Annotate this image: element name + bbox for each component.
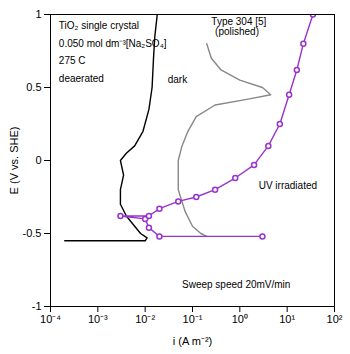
svg-text:10¹: 10¹	[279, 313, 295, 325]
svg-text:i (A m⁻²): i (A m⁻²)	[173, 335, 212, 347]
svg-text:0.5: 0.5	[26, 81, 41, 93]
svg-text:UV irradiated: UV irradiated	[259, 180, 317, 191]
svg-text:10⁰: 10⁰	[232, 313, 248, 325]
svg-text:E (V vs. SHE): E (V vs. SHE)	[8, 127, 20, 195]
svg-text:10²: 10²	[327, 313, 343, 325]
svg-text:275 C: 275 C	[59, 55, 86, 66]
svg-text:0: 0	[35, 154, 41, 166]
svg-text:10⁻³: 10⁻³	[88, 313, 108, 325]
svg-text:1: 1	[35, 8, 41, 20]
svg-text:Sweep speed 20mV/min: Sweep speed 20mV/min	[182, 279, 290, 290]
svg-text:10⁻⁴: 10⁻⁴	[40, 313, 61, 325]
svg-text:(polished): (polished)	[215, 26, 259, 37]
svg-text:10⁻¹: 10⁻¹	[183, 313, 203, 325]
svg-text:-0.5: -0.5	[23, 227, 42, 239]
svg-text:0.050 mol dm⁻³[Na₂SO₄]: 0.050 mol dm⁻³[Na₂SO₄]	[59, 38, 167, 49]
svg-text:Type 304 [5]: Type 304 [5]	[211, 16, 267, 27]
svg-text:10⁻²: 10⁻²	[135, 313, 155, 325]
svg-text:deaerated: deaerated	[59, 73, 104, 84]
svg-text:-1: -1	[32, 300, 42, 312]
svg-text:dark: dark	[168, 74, 188, 85]
svg-text:TiO₂ single crystal: TiO₂ single crystal	[59, 20, 139, 31]
